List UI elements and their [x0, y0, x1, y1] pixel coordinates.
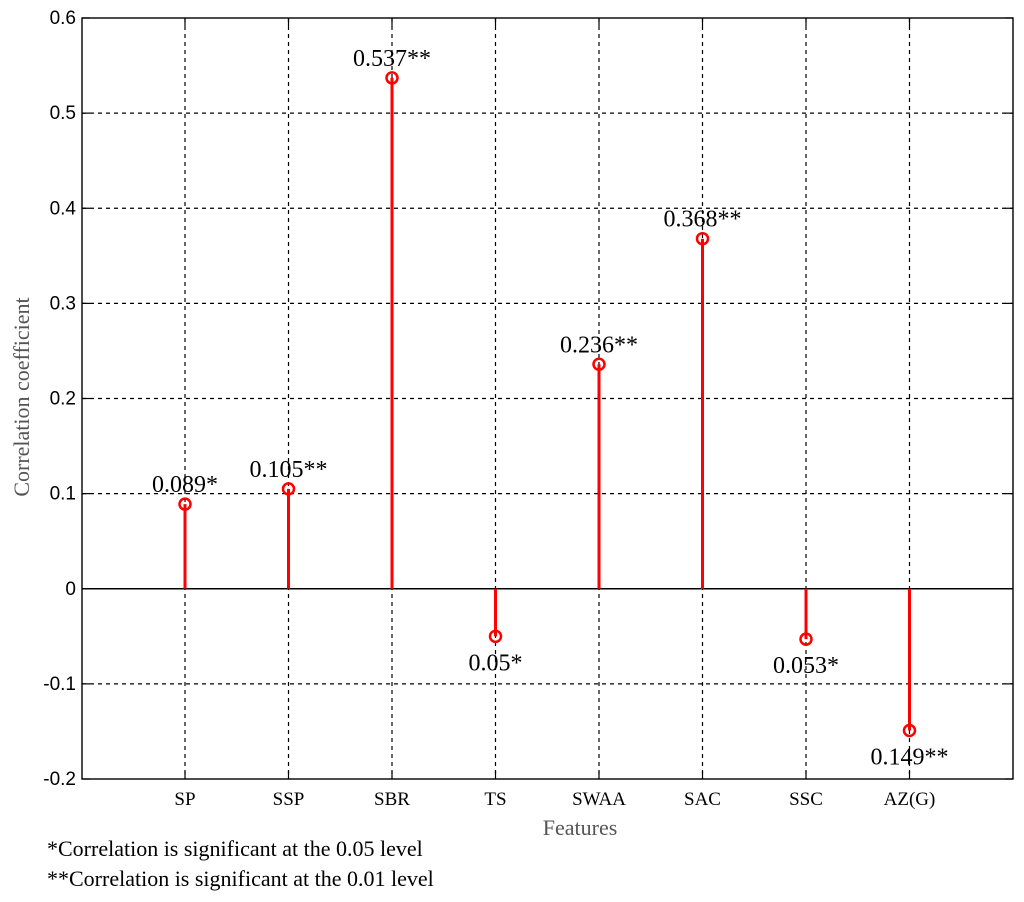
stem-marker	[488, 629, 503, 644]
stem-marker	[592, 357, 606, 372]
stem-marker	[385, 71, 399, 85]
stem-marker	[902, 723, 917, 738]
x-tick-label: SSC	[789, 789, 823, 810]
y-tick-label: -0.1	[43, 674, 76, 695]
data-label: 0.537**	[353, 46, 431, 72]
x-tick-label: SWAA	[572, 789, 626, 810]
y-tick-label: 0.2	[50, 389, 76, 410]
x-tick-label: SSP	[273, 789, 305, 810]
data-label: 0.236**	[560, 332, 638, 358]
y-tick-label: 0.6	[50, 8, 76, 29]
x-tick-label: TS	[484, 789, 506, 810]
stem-marker	[281, 482, 296, 496]
footnote-significance-005: *Correlation is significant at the 0.05 …	[47, 836, 423, 861]
footnote-significance-001: **Correlation is significant at the 0.01…	[47, 866, 434, 891]
stem-marker	[178, 497, 192, 511]
data-label: 0.105**	[250, 457, 328, 483]
stem-marker	[799, 632, 813, 646]
stem-series	[178, 71, 917, 738]
axes	[81, 17, 1014, 780]
y-tick-label: 0.3	[50, 293, 76, 314]
y-tick-label: -0.2	[43, 769, 76, 790]
y-tick-label: 0.5	[50, 103, 76, 124]
y-tick-label: 0.4	[50, 198, 77, 219]
x-tick-label: SBR	[374, 789, 410, 810]
y-tick-label: 0.1	[50, 484, 76, 505]
data-label: 0.053*	[773, 653, 839, 679]
data-label: 0.05*	[469, 650, 523, 676]
x-tick-label: SP	[174, 789, 195, 810]
plot-frame	[81, 17, 1014, 780]
data-label: 0.149**	[871, 744, 949, 770]
stem-marker	[695, 231, 710, 246]
x-tick-label: AZ(G)	[884, 789, 936, 810]
y-axis-title: Correlation coefficient	[9, 297, 34, 496]
x-tick-label: SAC	[684, 789, 721, 810]
y-tick-label: 0	[65, 579, 76, 600]
labels: -0.2 -0.1 0 0.1 0.2 0.3 0.4 0.5 0.6 SP SSP SBR TS SWA…	[43, 8, 948, 810]
grid-lines	[82, 18, 1013, 779]
data-label: 0.368**	[664, 207, 742, 233]
data-label: 0.089*	[152, 472, 218, 498]
x-axis-title: Features	[543, 815, 618, 840]
